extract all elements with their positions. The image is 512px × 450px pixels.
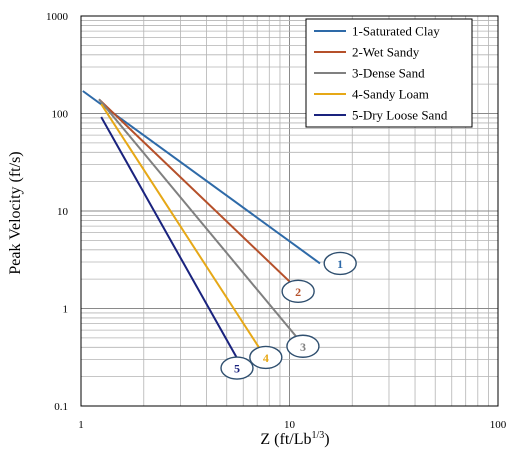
legend-label-3: 3-Dense Sand xyxy=(352,66,425,81)
series-marker-label-5: 5 xyxy=(234,362,240,376)
legend: 1-Saturated Clay 2-Wet Sandy 3-Dense Sand 4… xyxy=(305,18,473,128)
y-tick-label: 100 xyxy=(52,109,69,121)
series-line-2 xyxy=(98,98,297,289)
y-axis-title: Peak Velocity (ft/s) xyxy=(7,151,24,274)
x-tick-label: 1 xyxy=(78,419,84,431)
series-marker-2 xyxy=(281,279,315,304)
legend-label-4: 4-Sandy Loam xyxy=(352,87,429,102)
x-axis-title: Z (ft/Lb1/3) xyxy=(260,430,329,448)
x-axis-ticks: 1 10 100 xyxy=(78,419,507,431)
x-tick-label: 100 xyxy=(490,419,507,431)
series-marker-label-2: 2 xyxy=(295,285,301,299)
series-markers: 1 2 3 4 5 xyxy=(220,251,357,380)
x-axis-title-suffix: ) xyxy=(324,431,329,448)
series-marker-label-3: 3 xyxy=(300,340,306,354)
legend-label-5: 5-Dry Loose Sand xyxy=(352,108,448,123)
series-line-5 xyxy=(100,116,238,359)
y-tick-label: 1 xyxy=(63,304,69,316)
series-marker-1 xyxy=(323,251,357,276)
plot-area-border xyxy=(80,15,499,407)
y-tick-label: 0.1 xyxy=(54,401,68,413)
x-tick-label: 10 xyxy=(284,419,296,431)
legend-items: 1-Saturated Clay 2-Wet Sandy 3-Dense Sand 4… xyxy=(314,24,448,123)
series-line-4 xyxy=(100,103,262,352)
y-axis-ticks: 0.1 1 10 100 1000 xyxy=(46,11,69,413)
series-marker-4 xyxy=(249,345,283,370)
legend-label-2: 2-Wet Sandy xyxy=(352,45,420,60)
x-axis-title-superscript: 1/3 xyxy=(311,430,324,441)
series-lines xyxy=(82,90,321,359)
x-axis-title-main: Z (ft/Lb xyxy=(260,431,311,448)
series-marker-5 xyxy=(220,356,254,380)
y-tick-label: 1000 xyxy=(46,11,69,23)
series-line-1 xyxy=(82,90,321,265)
series-line-3 xyxy=(98,98,299,339)
series-marker-3 xyxy=(286,334,320,358)
legend-label-1: 1-Saturated Clay xyxy=(352,24,440,39)
series-marker-label-4: 4 xyxy=(263,351,269,365)
y-tick-label: 10 xyxy=(57,206,69,218)
series-marker-label-1: 1 xyxy=(337,257,343,271)
